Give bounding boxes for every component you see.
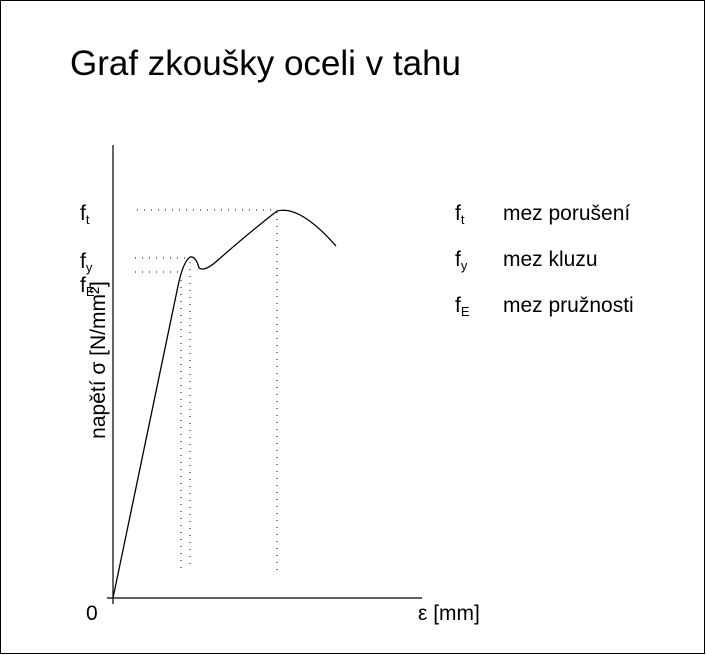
y-axis-label: napětí σ [N/mm²] [87, 281, 110, 439]
level-label: fE [80, 274, 95, 299]
x-axis-label: ε [mm] [418, 602, 480, 625]
text-part: f [455, 248, 461, 271]
text-part: y [86, 260, 93, 275]
legend-text: mez pružnosti [503, 294, 634, 317]
title: Graf zkoušky oceli v tahu [70, 44, 461, 83]
text-part: f [80, 202, 86, 225]
text-part: t [461, 212, 465, 227]
legend-symbol: fE [455, 294, 470, 319]
text-part: E [86, 284, 95, 299]
text-part: E [461, 304, 470, 319]
legend-text: mez kluzu [503, 248, 598, 271]
text-part: y [461, 258, 468, 273]
level-label: fy [80, 250, 93, 275]
guides [135, 209, 278, 574]
origin-label: 0 [86, 602, 98, 625]
text-part: f [455, 294, 461, 317]
legend-symbol: ft [455, 202, 465, 227]
legend-text: mez porušení [503, 202, 630, 225]
legend: ft mez porušení fy mez kluzu fE mez pruž… [455, 202, 634, 319]
text-part: t [86, 212, 90, 227]
legend-symbol: fy [455, 248, 468, 273]
stress-strain-curve [112, 209, 337, 599]
axis-level-labels: ft fy fE [80, 202, 95, 299]
text-part: f [80, 250, 86, 273]
text-part: f [455, 202, 461, 225]
level-label: ft [80, 202, 90, 227]
text-part: f [80, 274, 86, 297]
